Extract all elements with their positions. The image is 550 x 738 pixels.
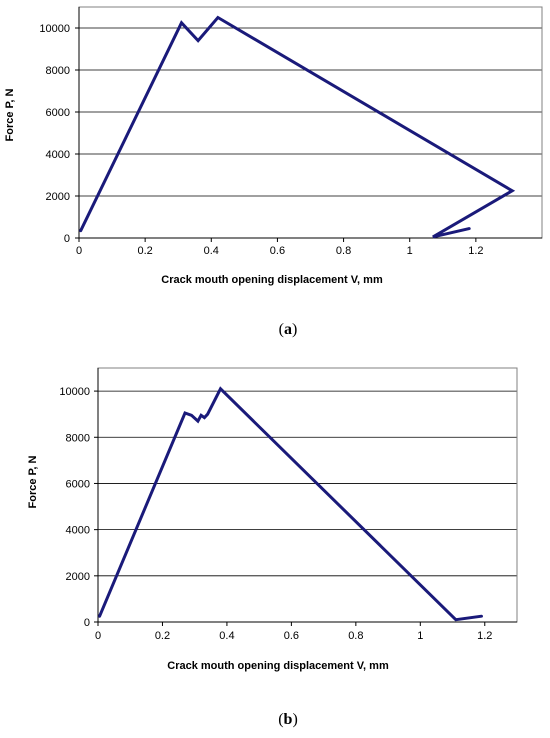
y-axis-label: Force P, N <box>27 455 39 508</box>
y-tick-label: 6000 <box>66 478 90 490</box>
y-tick-label: 2000 <box>66 571 90 583</box>
plot-area-border <box>97 367 518 623</box>
y-tick-label: 4000 <box>46 149 70 161</box>
x-tick-label: 0.4 <box>204 245 219 257</box>
chart-panel-b: 0 2000 4000 6000 8000 10000 0 0.2 0.4 0.6 0.8 1 1.2 C… <box>27 367 518 728</box>
x-tick-label: 0 <box>95 630 101 642</box>
x-tick-label: 0 <box>76 245 82 257</box>
x-tick-label: 0.2 <box>155 630 170 642</box>
x-tick-label: 0.8 <box>336 245 351 257</box>
x-tick-label: 1.2 <box>477 630 492 642</box>
x-tick-label: 0.8 <box>348 630 363 642</box>
series-line <box>79 15 516 239</box>
x-tick-label: 1.2 <box>468 245 483 257</box>
y-tick-label: 0 <box>84 617 90 629</box>
plot-area-border <box>78 6 543 239</box>
x-tick-label: 1 <box>407 245 413 257</box>
series-line <box>98 386 483 622</box>
x-tick-label: 1 <box>417 630 423 642</box>
chart-panel-a: 0 2000 4000 6000 8000 10000 0 0.2 0.4 0.6 0.8 1 1.2 C… <box>4 6 543 338</box>
panel-label: (b) <box>278 711 298 728</box>
x-tick-label: 0.2 <box>137 245 152 257</box>
y-axis-label: Force P, N <box>4 88 16 141</box>
panel-label: (a) <box>279 321 298 338</box>
x-tick-label: 0.6 <box>270 245 285 257</box>
y-tick-label: 10000 <box>39 23 70 35</box>
y-tick-label: 8000 <box>66 432 90 444</box>
y-tick-label: 8000 <box>46 65 70 77</box>
y-tick-label: 10000 <box>59 386 90 398</box>
x-tick-label: 0.4 <box>219 630 234 642</box>
y-tick-label: 0 <box>64 233 70 245</box>
y-tick-label: 2000 <box>46 191 70 203</box>
x-tick-label: 0.6 <box>284 630 299 642</box>
y-tick-label: 4000 <box>66 525 90 537</box>
x-axis-label: Crack mouth opening displacement V, mm <box>161 274 383 286</box>
y-tick-label: 6000 <box>46 107 70 119</box>
x-axis-label: Crack mouth opening displacement V, mm <box>167 660 389 672</box>
